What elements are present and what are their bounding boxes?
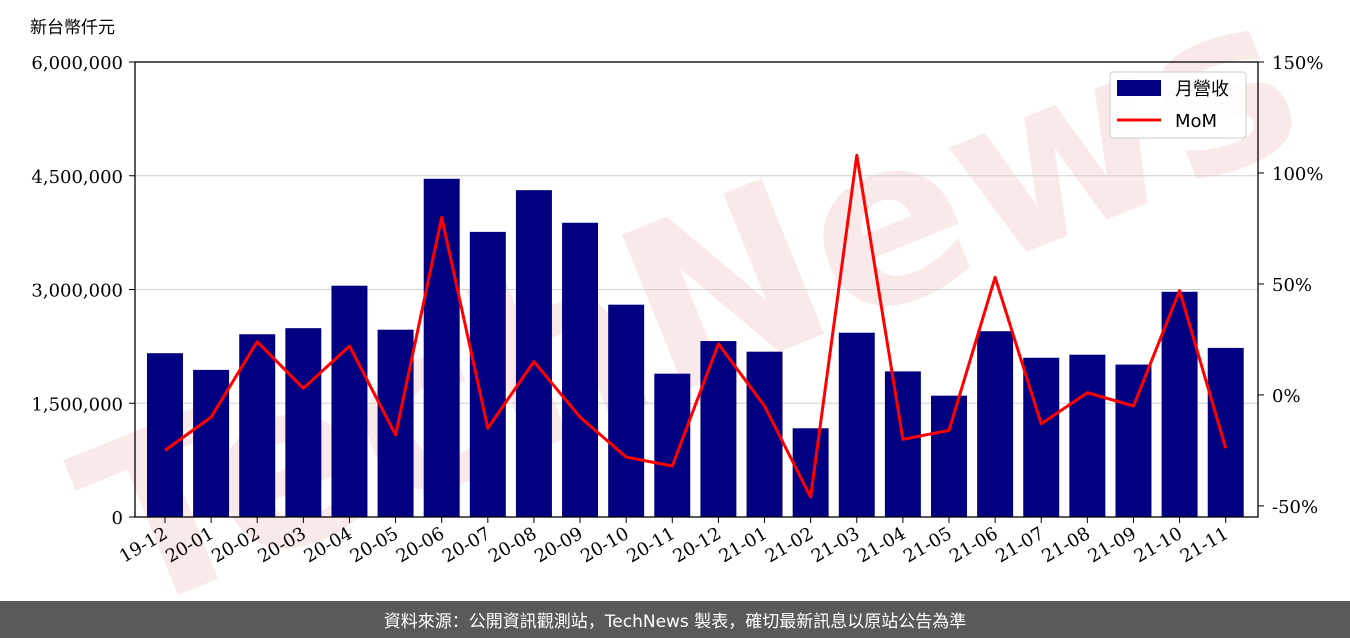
left-tick-label: 4,500,000 [31,167,123,188]
mom-series [164,153,1228,499]
revenue-bar [654,373,691,517]
right-tick-label: 100% [1272,164,1323,185]
revenue-bar [423,178,460,518]
bar-series [146,178,1244,518]
right-tick-label: -50% [1272,497,1318,518]
x-tick-label: 21-01 [716,523,771,567]
revenue-bar [700,341,737,517]
legend-label-revenue: 月營收 [1175,79,1229,100]
revenue-chart: TechNews 新台幣仟元 01,500,0003,000,0004,500,… [30,0,1333,600]
left-tick-label: 6,000,000 [31,53,123,74]
x-tick-label: 21-05 [900,523,955,567]
revenue-bar [377,329,414,517]
right-tick-label: 50% [1272,275,1312,296]
x-tick-label: 21-06 [946,523,1001,567]
revenue-bar [838,332,875,517]
right-tick-label: 0% [1272,386,1301,407]
x-tick-label: 20-11 [623,523,678,567]
revenue-bar [193,369,230,517]
x-tick-label: 21-07 [992,523,1047,567]
revenue-bar [1069,354,1106,517]
revenue-bar [562,222,599,517]
revenue-bar [285,328,322,517]
x-tick-label: 21-08 [1038,523,1093,567]
revenue-bar [884,371,921,517]
left-tick-label: 3,000,000 [31,281,123,302]
x-tick-label: 21-03 [808,523,863,567]
x-tick-label: 21-04 [854,523,909,567]
y-axis-unit-label: 新台幣仟元 [30,18,115,38]
legend-bar-swatch [1117,80,1161,96]
legend-label-mom: MoM [1175,111,1217,132]
footer-bar: 資料來源：公開資訊觀測站，TechNews 製表，確切最新訊息以原站公告為準 [0,601,1350,638]
x-tick-label: 20-08 [485,523,540,567]
revenue-bar [146,353,183,517]
mom-line [164,153,1228,499]
revenue-bar [331,285,368,517]
x-tick-label: 21-02 [762,523,817,567]
right-tick-label: 150% [1272,53,1323,74]
x-tick-label: 21-09 [1085,523,1140,567]
revenue-bar [515,190,552,518]
revenue-bar [239,334,276,517]
revenue-bar [1115,364,1152,517]
left-tick-label: 1,500,000 [31,394,123,415]
right-axis: -50% 0% 50% 100% 150% [1258,53,1323,518]
revenue-bar [746,351,783,517]
x-tick-label: 20-09 [531,523,586,567]
x-tick-label: 20-12 [669,523,724,567]
revenue-bar [977,331,1014,517]
x-tick-label: 20-10 [577,523,632,567]
x-tick-label: 21-11 [1177,523,1232,567]
revenue-bar [1207,347,1244,517]
left-axis: 0 1,500,000 3,000,000 4,500,000 6,000,000 [31,53,135,529]
x-tick-label: 21-10 [1131,523,1186,567]
legend: 月營收 MoM [1109,71,1247,139]
footer-source-note: 資料來源：公開資訊觀測站，TechNews 製表，確切最新訊息以原站公告為準 [383,612,967,632]
left-tick-label: 0 [112,508,123,529]
revenue-bar [608,304,645,517]
revenue-bar [931,395,967,517]
